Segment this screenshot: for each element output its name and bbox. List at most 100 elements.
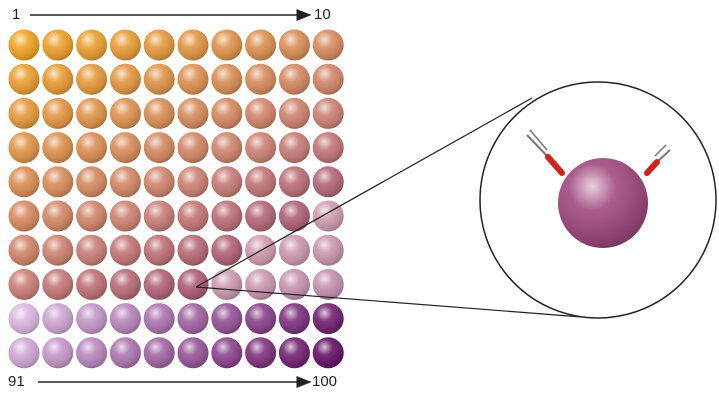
bead-shade: [279, 235, 310, 266]
bead-shade: [110, 269, 141, 300]
bead-shade: [313, 98, 344, 129]
bead-shade: [42, 132, 73, 163]
bead-shade: [211, 303, 242, 334]
bead-shade: [279, 64, 310, 95]
bead-shade: [42, 64, 73, 95]
magnified-bead-shade: [558, 158, 648, 248]
bead-shade: [313, 30, 344, 61]
bead-shade: [110, 337, 141, 368]
bead-shade: [144, 201, 175, 232]
bead-shade: [279, 30, 310, 61]
bead-shade: [76, 201, 107, 232]
bead-shade: [42, 269, 73, 300]
bead-shade: [76, 166, 107, 197]
bead-shade: [144, 132, 175, 163]
bead-shade: [110, 132, 141, 163]
bead-shade: [245, 132, 276, 163]
bead-shade: [9, 98, 40, 129]
bead-shade: [144, 303, 175, 334]
bead-shade: [110, 64, 141, 95]
bead-shade: [245, 201, 276, 232]
figure: 1 10 91 100: [0, 0, 719, 393]
bead-shade: [110, 98, 141, 129]
bead-shade: [211, 166, 242, 197]
bead-shade: [178, 98, 209, 129]
bead-shade: [9, 201, 40, 232]
bead-shade: [9, 64, 40, 95]
bead-shade: [42, 98, 73, 129]
bead-shade: [9, 337, 40, 368]
bead-shade: [144, 337, 175, 368]
bead-shade: [76, 132, 107, 163]
bead-shade: [178, 269, 209, 300]
bead-shade: [245, 30, 276, 61]
bead-shade: [279, 98, 310, 129]
bead-shade: [144, 235, 175, 266]
bead-shade: [42, 235, 73, 266]
bead-shade: [76, 235, 107, 266]
bead-shade: [313, 303, 344, 334]
bottom-end-label: 100: [312, 373, 337, 390]
bead-grid: [9, 30, 344, 369]
bead-shade: [144, 166, 175, 197]
bead-shade: [76, 30, 107, 61]
bead-shade: [178, 235, 209, 266]
bead-shade: [178, 337, 209, 368]
bead-shade: [313, 166, 344, 197]
bead-shade: [279, 166, 310, 197]
bead-shade: [178, 30, 209, 61]
bead-shade: [42, 201, 73, 232]
bead-shade: [9, 166, 40, 197]
bead-shade: [144, 30, 175, 61]
bead-shade: [245, 269, 276, 300]
bead-shade: [9, 30, 40, 61]
bead-shade: [178, 64, 209, 95]
bead-shade: [110, 30, 141, 61]
top-start-label: 1: [12, 6, 20, 23]
bead-shade: [211, 201, 242, 232]
bead-shade: [313, 235, 344, 266]
bead-shade: [144, 64, 175, 95]
bottom-start-label: 91: [8, 373, 25, 390]
bead-shade: [313, 201, 344, 232]
bead-shade: [9, 235, 40, 266]
bead-shade: [178, 201, 209, 232]
bead-shade: [110, 166, 141, 197]
top-end-label: 10: [314, 6, 331, 23]
bead-shade: [178, 132, 209, 163]
bead-shade: [42, 337, 73, 368]
bead-shade: [313, 269, 344, 300]
bead-shade: [279, 201, 310, 232]
bead-shade: [211, 30, 242, 61]
bead-shade: [313, 337, 344, 368]
bead-shade: [42, 166, 73, 197]
bead-shade: [110, 235, 141, 266]
bead-shade: [211, 235, 242, 266]
bead-shade: [178, 166, 209, 197]
bead-shade: [245, 64, 276, 95]
bead-shade: [76, 64, 107, 95]
bead-shade: [279, 303, 310, 334]
bead-shade: [110, 303, 141, 334]
bead-shade: [144, 98, 175, 129]
bead-shade: [279, 337, 310, 368]
bead-shade: [313, 132, 344, 163]
bead-shade: [76, 98, 107, 129]
bead-shade: [178, 303, 209, 334]
bead-shade: [9, 132, 40, 163]
bead-shade: [279, 132, 310, 163]
bead-shade: [245, 98, 276, 129]
bead-shade: [9, 269, 40, 300]
bead-shade: [144, 269, 175, 300]
bead-shade: [245, 303, 276, 334]
bead-shade: [211, 269, 242, 300]
bead-shade: [211, 132, 242, 163]
bead-shade: [76, 337, 107, 368]
bead-shade: [9, 303, 40, 334]
bead-shade: [245, 166, 276, 197]
bead-shade: [76, 269, 107, 300]
bead-shade: [211, 98, 242, 129]
bead-shade: [313, 64, 344, 95]
bead-shade: [76, 303, 107, 334]
bead-shade: [211, 337, 242, 368]
